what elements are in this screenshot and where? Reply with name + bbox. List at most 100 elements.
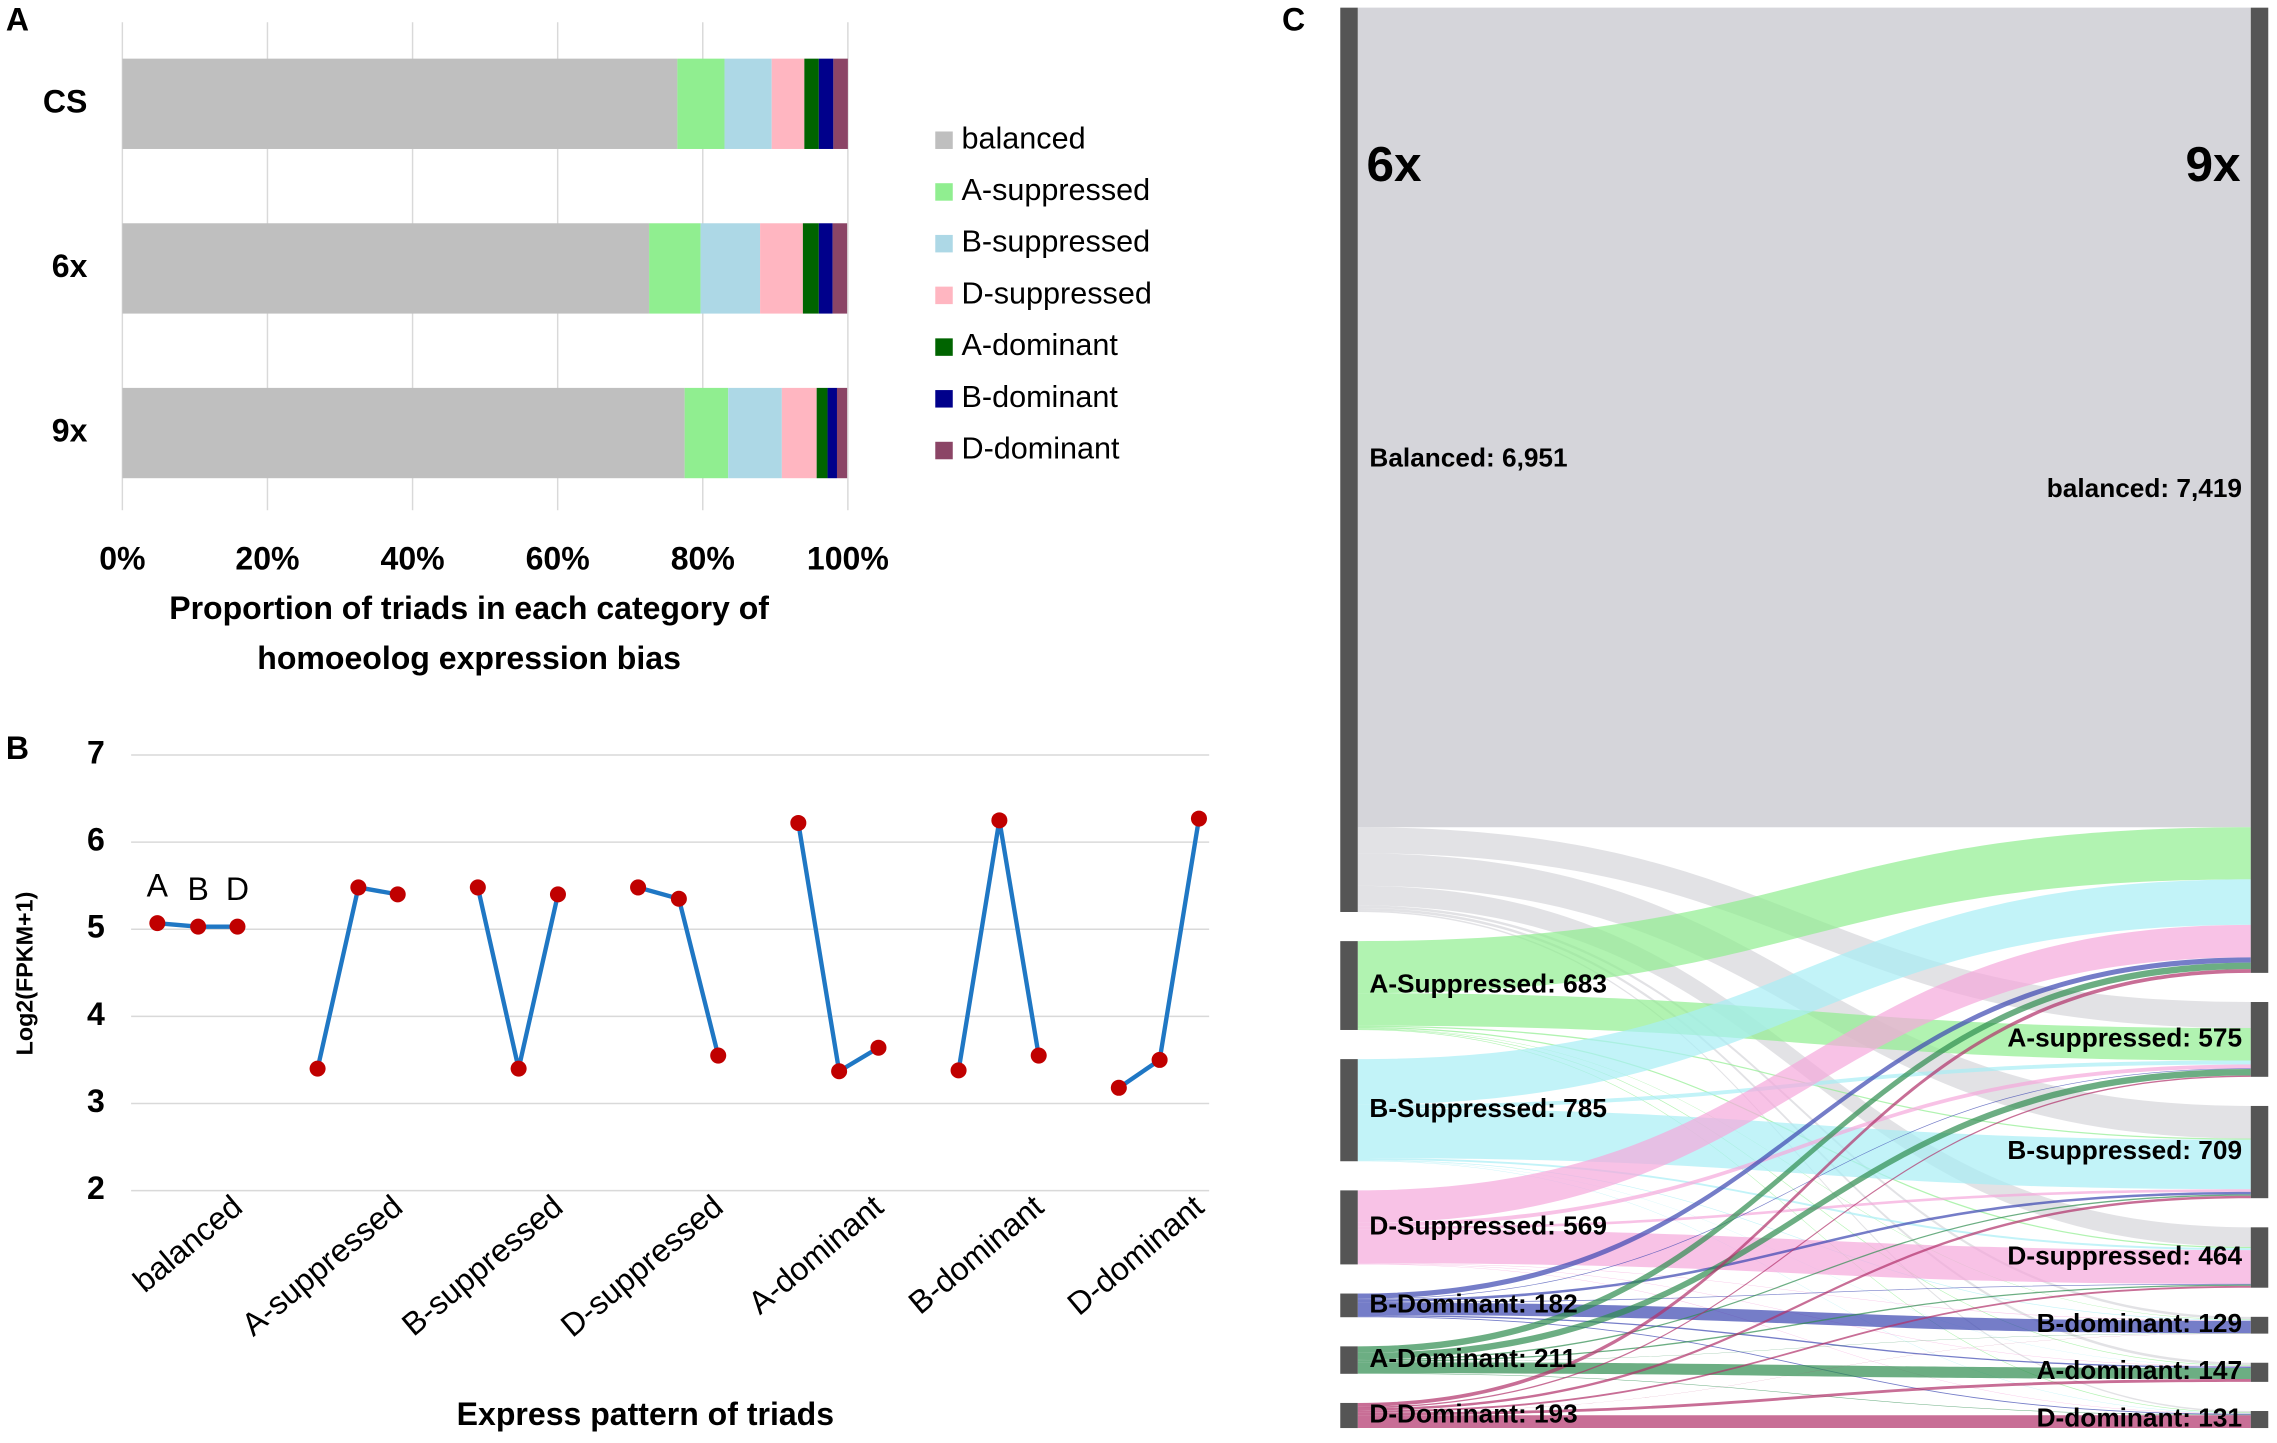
node-label: D-Suppressed: 569 (1369, 1210, 1607, 1240)
flow (1357, 1191, 2251, 1303)
bar-segment (677, 58, 725, 149)
point (309, 1060, 326, 1077)
point (510, 1060, 527, 1077)
node (1340, 1190, 1358, 1265)
x-tick-label: D-suppressed (554, 1188, 730, 1344)
node (2250, 1362, 2269, 1382)
annotation: B (187, 871, 208, 907)
flow (1357, 1362, 2251, 1380)
x-tick-label: A-suppressed (235, 1188, 410, 1343)
bar-segment (684, 387, 729, 479)
node-label: B-dominant: 129 (2037, 1308, 2242, 1338)
panel-letter: A (6, 2, 29, 38)
flow (1357, 1263, 2251, 1321)
x-tick-label: 100% (807, 541, 889, 577)
node (1340, 1346, 1358, 1374)
legend-swatch (935, 338, 953, 356)
panel-letter: B (6, 730, 29, 766)
node-label: B-suppressed: 709 (2007, 1135, 2242, 1165)
bar-segment (771, 58, 805, 149)
node (2250, 7, 2269, 973)
node (2250, 1227, 2269, 1288)
annotation: D (226, 871, 249, 907)
pattern-line (956, 819, 1041, 1071)
y-tick-label: 7 (87, 734, 105, 770)
flow (1357, 1069, 2251, 1360)
x-axis-title: homoeolog expression bias (257, 640, 681, 676)
flow (1357, 1160, 2251, 1414)
flow (1357, 1315, 2251, 1368)
point (229, 918, 246, 935)
node-label: B-Suppressed: 785 (1369, 1093, 1607, 1123)
flow (1357, 969, 2251, 1407)
flow (1357, 905, 2251, 1320)
point (389, 886, 406, 903)
category-label: 6x (52, 248, 88, 284)
bar-segment (649, 223, 701, 314)
bar-segment (832, 223, 848, 314)
y-tick-label: 6 (87, 822, 105, 858)
flow (1357, 1333, 2251, 1413)
flow (1357, 957, 2251, 1299)
bar-segment (827, 387, 837, 479)
flow (1357, 827, 2251, 994)
y-tick-label: 3 (87, 1083, 105, 1119)
bar-segment (818, 223, 833, 314)
flow (1357, 1333, 2251, 1363)
node-label: A-Dominant: 211 (1369, 1343, 1576, 1373)
x-tick-label: A-dominant (741, 1188, 890, 1321)
flow (1357, 1415, 2251, 1429)
legend-swatch (935, 390, 953, 408)
node (1340, 1402, 1358, 1429)
point (710, 1047, 727, 1064)
legend-label: B-dominant (961, 380, 1118, 414)
node (2250, 1316, 2269, 1334)
legend-label: B-suppressed (961, 225, 1150, 259)
bar-segment (836, 387, 848, 479)
node (2250, 1411, 2269, 1429)
node-label: D-dominant: 131 (2037, 1402, 2242, 1432)
bar-segment (760, 223, 803, 314)
x-axis-title: Express pattern of triads (457, 1396, 834, 1432)
y-tick-label: 4 (87, 996, 105, 1032)
node (1340, 1293, 1358, 1318)
flow (1357, 1285, 2251, 1413)
point (790, 814, 807, 831)
x-tick-label: 0% (99, 541, 145, 577)
y-axis-title: Log2(FPKM+1) (11, 892, 37, 1056)
bar-segment (804, 58, 819, 149)
pattern-line (475, 886, 561, 1070)
panel-letter: C (1282, 2, 1305, 38)
node (1340, 941, 1358, 1030)
point (1030, 1047, 1047, 1064)
point (469, 879, 486, 896)
flow (1357, 1195, 2251, 1411)
pattern-line (1117, 818, 1202, 1090)
legend-swatch (935, 234, 953, 253)
flow (1357, 7, 2251, 828)
flow (1357, 962, 2251, 1353)
bar-segment (122, 223, 650, 314)
node-label: B-Dominant: 182 (1369, 1288, 1577, 1318)
node-label: balanced: 7,419 (2047, 473, 2242, 503)
bar-segment (816, 387, 828, 479)
node (1340, 1059, 1358, 1162)
legend-swatch (935, 183, 953, 201)
node (2250, 1002, 2269, 1077)
y-tick-label: 5 (87, 909, 105, 945)
legend-label: A-suppressed (961, 173, 1150, 207)
point (870, 1039, 887, 1056)
point (670, 890, 687, 907)
point (1151, 1051, 1168, 1068)
point (350, 879, 367, 896)
annotation: A (147, 868, 169, 904)
pattern-line (315, 884, 399, 1070)
x-tick-label: balanced (126, 1188, 249, 1299)
node-label: A-dominant: 147 (2037, 1355, 2242, 1385)
pattern-line (637, 885, 721, 1057)
legend-swatch (935, 286, 953, 305)
node-label: D-suppressed: 464 (2007, 1240, 2242, 1270)
legend-swatch (935, 441, 953, 460)
x-tick-label: 20% (235, 541, 299, 577)
flow (1357, 1028, 2251, 1320)
